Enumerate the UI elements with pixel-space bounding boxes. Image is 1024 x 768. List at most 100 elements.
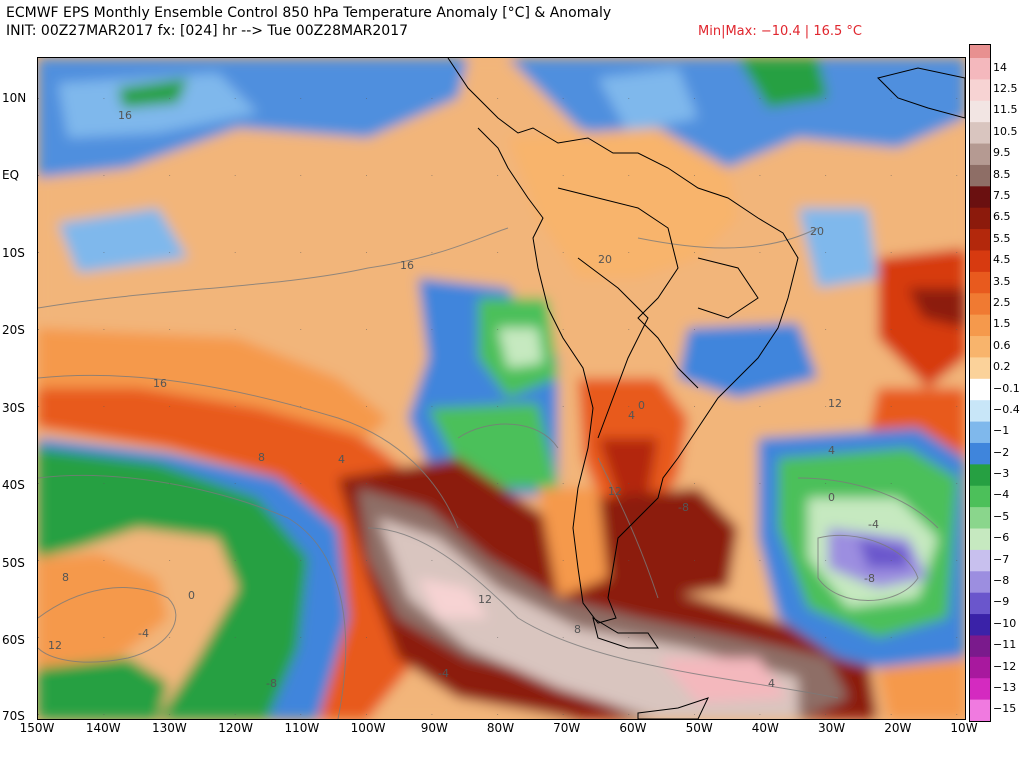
colorbar-swatch: [970, 143, 990, 166]
colorbar-label: 6.5: [993, 210, 1011, 224]
lat-label-0: 10N: [2, 91, 27, 105]
lon-label-4: 110W: [284, 721, 320, 735]
colorbar-swatch: [970, 421, 990, 444]
contour-label: 16: [118, 109, 132, 122]
colorbar-label: 12.5: [993, 82, 1018, 96]
colorbar-swatch: [970, 271, 990, 294]
colorbar-label: −0.1: [993, 381, 1020, 395]
min-max-readout: Min|Max: −10.4 | 16.5 °C: [698, 24, 862, 39]
lon-label-12: 30W: [817, 721, 846, 735]
colorbar-label: 8.5: [993, 167, 1011, 181]
contour-label: 8: [258, 451, 265, 464]
anomaly-map: 16 16 16 20 20 12 12 12 12 8 8 8 4 4 4 4 0 0 0 -4 -4 -4 -8 -8 -8: [37, 57, 966, 720]
colorbar-label: 11.5: [993, 103, 1018, 117]
colorbar-swatch: [970, 485, 990, 508]
colorbar-swatch: [970, 58, 990, 80]
lon-label-9: 60W: [619, 721, 647, 735]
contour-label: 12: [48, 639, 62, 652]
colorbar-swatches: [970, 45, 990, 722]
chart-title: ECMWF EPS Monthly Ensemble Control 850 h…: [6, 5, 612, 21]
colorbar-swatch: [970, 678, 990, 701]
colorbar-label: −12: [993, 659, 1017, 673]
init-forecast-line: INIT: 00Z27MAR2017 fx: [024] hr --> Tue …: [6, 23, 409, 39]
lon-label-8: 70W: [553, 721, 581, 735]
contour-label: 4: [628, 409, 635, 422]
colorbar-label: −7: [993, 552, 1010, 566]
lon-label-7: 80W: [486, 721, 515, 735]
colorbar-label: 9.5: [993, 146, 1011, 160]
colorbar-swatch: [970, 507, 990, 530]
lon-label-10: 50W: [685, 721, 713, 735]
colorbar-label: 0.2: [993, 360, 1011, 374]
colorbar: [969, 44, 991, 722]
colorbar-label: −9: [993, 595, 1010, 609]
contour-label: 20: [598, 253, 612, 266]
contour-label: 8: [62, 571, 69, 584]
contour-label: -8: [266, 677, 277, 690]
colorbar-swatch: [970, 442, 990, 465]
colorbar-label: 3.5: [993, 274, 1011, 288]
colorbar-label: −0.4: [993, 402, 1020, 416]
colorbar-swatch: [970, 229, 990, 251]
colorbar-swatch: [970, 699, 990, 722]
contour-label: 0: [828, 491, 835, 504]
lon-label-11: 40W: [751, 721, 779, 735]
lat-label-7: 60S: [2, 633, 25, 647]
colorbar-swatch: [970, 549, 990, 572]
colorbar-swatch: [970, 571, 990, 594]
colorbar-swatch: [970, 207, 990, 230]
colorbar-label: −5: [993, 509, 1010, 523]
contour-label: 20: [810, 225, 824, 238]
lon-label-1: 140W: [85, 721, 121, 735]
colorbar-swatch: [970, 357, 990, 380]
colorbar-label: −2: [993, 445, 1010, 459]
contour-label: -8: [864, 572, 875, 585]
colorbar-label: 2.5: [993, 295, 1011, 309]
colorbar-label: −13: [993, 680, 1017, 694]
lon-label-0: 150W: [19, 721, 55, 735]
contour-label: 12: [478, 593, 492, 606]
lat-label-5: 40S: [2, 478, 25, 492]
lon-label-3: 120W: [218, 721, 254, 735]
contour-label: 0: [638, 399, 645, 412]
colorbar-swatch: [970, 614, 990, 636]
colorbar-swatch: [970, 314, 990, 337]
contour-label: -4: [438, 667, 449, 680]
contour-label: 8: [574, 623, 581, 636]
colorbar-swatch: [970, 400, 990, 423]
colorbar-label: −3: [993, 467, 1010, 481]
colorbar-label: −4: [993, 488, 1010, 502]
lat-label-2: 10S: [2, 246, 25, 260]
lat-label-8: 70S: [2, 709, 25, 723]
lat-label-3: 20S: [2, 323, 25, 337]
contour-label: 0: [188, 589, 195, 602]
contour-label: 4: [828, 444, 835, 457]
colorbar-swatch: [970, 79, 990, 102]
colorbar-label: −8: [993, 573, 1010, 587]
lat-label-4: 30S: [2, 401, 25, 415]
colorbar-label: −15: [993, 702, 1017, 716]
contour-label: 12: [828, 397, 842, 410]
colorbar-swatch: [970, 528, 990, 551]
lat-label-6: 50S: [2, 556, 25, 570]
colorbar-swatch: [970, 378, 990, 401]
colorbar-label: −6: [993, 531, 1010, 545]
graticule-dots: [38, 58, 965, 719]
colorbar-swatch: [970, 186, 990, 209]
colorbar-swatch: [970, 122, 990, 145]
colorbar-label: 7.5: [993, 189, 1011, 203]
lon-label-5: 100W: [350, 721, 386, 735]
colorbar-top-cap: [970, 45, 990, 58]
contour-label: 16: [153, 377, 167, 390]
colorbar-swatch: [970, 635, 990, 658]
colorbar-swatch: [970, 100, 990, 123]
colorbar-label: 5.5: [993, 231, 1011, 245]
colorbar-label: 4.5: [993, 253, 1011, 267]
contour-label: -4: [138, 627, 149, 640]
colorbar-swatch: [970, 656, 990, 679]
contour-label: -8: [678, 501, 689, 514]
lon-label-13: 20W: [884, 721, 912, 735]
contour-label: 4: [768, 677, 775, 690]
lon-label-2: 130W: [152, 721, 187, 735]
